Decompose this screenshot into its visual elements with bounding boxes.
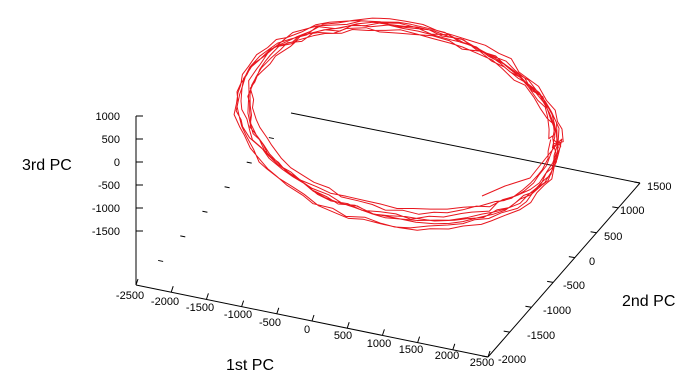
back-axis [290,112,641,184]
y-tick-label: -2000 [498,354,526,366]
x-tick-mark [417,336,421,343]
x-tick-mark [241,300,245,307]
x-tick-label: 2500 [470,357,494,369]
inner-tick-marks [158,137,274,262]
y-tick-mark [481,355,489,358]
floor-tick-mark [202,210,208,213]
x-tick-mark [170,286,174,293]
floor-tick-mark [268,137,274,140]
z-axis-label: 3rd PC [22,157,72,174]
x-tick-mark [276,307,280,314]
x-tick-label: -1500 [186,302,214,314]
x-axis-label: 1st PC [226,357,274,374]
z-tick-label: -1000 [92,203,120,215]
x-tick-mark [205,293,209,300]
x-tick-mark [487,350,491,358]
x-tick-mark [135,278,139,286]
y-tick-label: 1000 [620,205,644,217]
z-ticks: 1000 500 0 -500 -1000 -1500 [92,111,143,238]
y-tick-label: 1500 [647,181,671,193]
trajectory-line [233,17,564,231]
x-tick-label: 1000 [367,338,391,350]
x-tick-label: 1500 [399,344,423,356]
y-tick-mark [633,181,641,184]
y-tick-mark [612,206,619,209]
y-tick-mark [547,280,554,283]
z-tick-label: -500 [98,180,120,192]
y-tick-mark [503,330,510,333]
y-tick-label: -1500 [527,330,555,342]
x-ticks: -2500 -2000 -1500 -1000 -500 0 500 1000 1500 2000… [116,278,494,369]
z-tick-label: 0 [114,157,120,169]
x-tick-label: -2500 [116,290,144,302]
z-tick-label: 500 [102,134,120,146]
x-tick-label: -2000 [151,296,179,308]
x-tick-mark [381,329,385,336]
x-tick-label: 2000 [435,350,459,362]
floor-tick-mark [180,235,186,238]
z-tick-label: 1000 [96,111,120,123]
y-tick-label: -1000 [543,305,571,317]
floor-tick-mark [224,186,230,189]
floor-tick-mark [158,259,164,262]
y-tick-mark [590,231,597,234]
floor-tick-mark [246,161,252,164]
y-tick-mark [568,256,575,259]
x-tick-label: 500 [334,330,352,342]
x-tick-mark [452,343,456,350]
y-axis [487,182,641,358]
x-tick-label: -500 [259,317,281,329]
x-tick-mark [311,314,315,322]
y-axis-label: 2nd PC [622,293,675,310]
x-tick-mark [346,322,350,329]
y-tick-label: -500 [563,280,585,292]
trajectory-series [233,17,564,231]
x-tick-label: 0 [304,324,310,336]
y-tick-label: 500 [604,231,622,243]
y-tick-label: 0 [589,256,595,268]
axes [135,112,641,358]
x-tick-label: -1000 [224,309,252,321]
y-tick-mark [525,305,532,308]
z-tick-label: -1500 [92,226,120,238]
